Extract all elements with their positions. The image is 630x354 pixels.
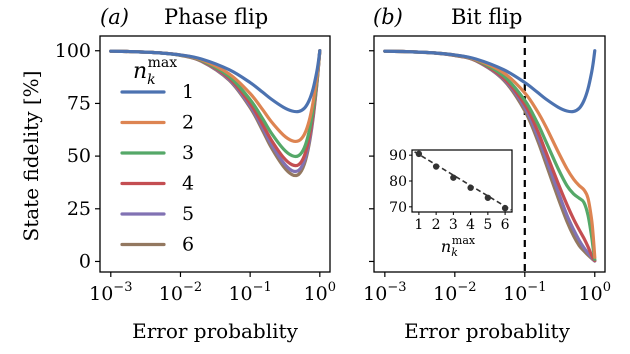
tick-exponent: −1 [253,280,272,295]
panel-a-x-tick-label: 10−3 [89,280,132,305]
panel-b-axes: 10−3 10−2 10−1 100 [363,35,611,305]
tick-base: 10 [579,283,603,305]
panel-a-y-tick-label: 100 [55,40,91,62]
tick-exponent: −1 [527,280,546,295]
inset-point [432,163,440,170]
panel-a-x-tick-label: 10−1 [228,280,271,305]
legend-label-6: 6 [182,234,194,256]
panel-a-series [109,49,322,178]
y-axis-label: State fidelity [%] [19,71,43,242]
inset-point [450,174,457,181]
panel-a-x-axis-label: Error probablity [132,319,298,343]
inset-x-tick-label: 4 [466,217,475,233]
tick-base: 10 [304,283,328,305]
tick-base: 10 [159,283,183,305]
panel-a-frame [99,35,331,273]
legend-title-sup: max [148,55,178,71]
inset-y-tick-label: 80 [389,174,407,190]
legend-label-3: 3 [182,142,194,164]
inset-x-tick-label: 5 [483,217,492,233]
inset-xlabel-sub: k [451,246,458,259]
inset-trend-line [414,151,512,211]
panel-b-label: (b) [373,5,403,29]
panel-a-x-tick-label: 10−2 [159,280,202,305]
legend-title-sub: k [147,72,155,88]
panel-b-x-tick-label: 10−2 [433,280,476,305]
panel-a-title: Phase flip [164,5,268,29]
legend-label-2: 2 [182,112,194,134]
inset-x-tick-label: 3 [449,217,458,233]
legend-label-4: 4 [182,173,194,195]
inset-point [501,204,509,212]
panel-b-title: Bit flip [451,5,522,29]
tick-exponent: 0 [603,280,611,295]
tick-exponent: −3 [113,280,132,295]
inset-xlabel-sup: max [452,234,476,247]
panel-a-label: (a) [100,5,129,29]
panel-b-x-axis-label: Error probablity [404,319,570,343]
panel-b-frame [373,35,606,273]
legend-title-base: n [133,59,147,84]
tick-exponent: 0 [328,280,336,295]
panel-b: (b) Bit flip Error probablity 10−3 10−2 10… [363,5,611,343]
inset-x-axis-label: nkmax [441,234,476,259]
inset-plot: 1 2 3 4 5 6 70 80 90 nkmax [389,148,513,259]
series-line-1 [383,49,597,114]
legend-title: nkmax [133,55,177,88]
tick-exponent: −2 [183,280,202,295]
inset-x-tick-label: 2 [432,217,441,233]
tick-base: 10 [433,283,457,305]
legend-label-1: 1 [182,81,194,103]
panel-a-y-tick-label: 75 [67,92,91,114]
inset-x-tick-label: 6 [501,217,510,233]
inset-point [415,150,423,158]
inset-x-tick-label: 1 [414,217,423,233]
panel-a: (a) Phase flip State fidelity [%] Error … [19,5,336,343]
inset-frame [411,149,513,213]
panel-a-y-tick-label: 25 [67,198,91,220]
inset-point [467,184,474,191]
series-line-1 [109,49,322,114]
inset-y-tick-label: 70 [389,200,407,216]
inset-point [484,194,492,201]
tick-base: 10 [503,283,527,305]
inset-y-tick-label: 90 [389,148,407,164]
panel-a-x-tick-label: 100 [304,280,336,305]
panel-a-y-tick-label: 0 [79,250,91,272]
panel-b-x-tick-label: 10−1 [503,280,546,305]
panel-b-series [383,49,597,263]
inset-xlabel-base: n [441,237,451,256]
panel-b-x-tick-label: 100 [579,280,611,305]
tick-base: 10 [89,283,113,305]
tick-base: 10 [228,283,252,305]
panel-a-y-tick-label: 50 [67,145,91,167]
legend-label-5: 5 [182,203,194,225]
panel-b-x-tick-label: 10−3 [363,280,406,305]
tick-base: 10 [363,283,387,305]
tick-exponent: −2 [457,280,476,295]
tick-exponent: −3 [387,280,406,295]
